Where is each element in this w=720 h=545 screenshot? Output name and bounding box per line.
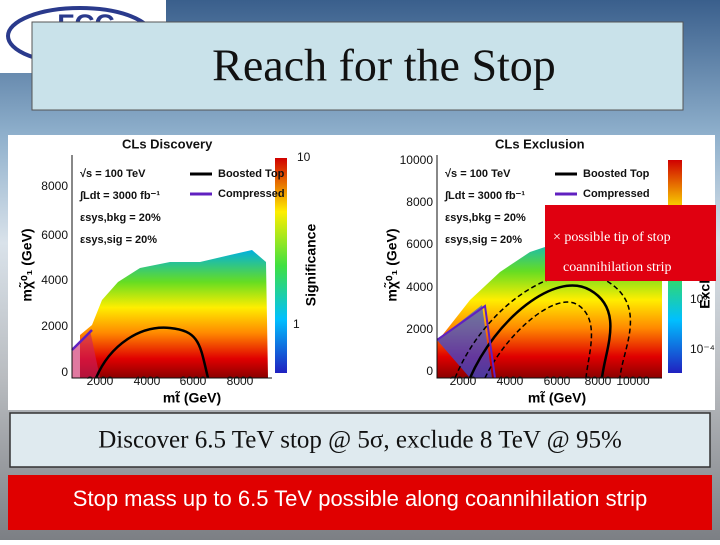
y-axis-label: mχ̃⁰₁ (GeV) (383, 228, 400, 301)
x-tick-label: 10000 (616, 374, 650, 388)
contour (436, 304, 496, 379)
contour (94, 326, 210, 379)
y-axis-label: mχ̃⁰₁ (GeV) (18, 228, 35, 301)
legend-label: Compressed (583, 188, 650, 200)
axes (71, 155, 272, 379)
y-tick-label: 2000 (406, 322, 433, 336)
x-tick-label: 4000 (497, 374, 524, 388)
banner: Stop mass up to 6.5 TeV possible along c… (73, 486, 647, 511)
plot-title: CLs Discovery (122, 136, 213, 151)
y-tick-label: 8000 (406, 195, 433, 209)
annotation: coannihilation strip (563, 260, 671, 275)
x-axis-label: mt̃ (GeV) (528, 389, 586, 405)
y-tick-label: 0 (61, 365, 68, 379)
contour (71, 329, 93, 351)
y-tick-label: 10000 (400, 153, 434, 167)
x-tick-label: 2000 (87, 374, 114, 388)
colorbar-tick-label: 1 (293, 317, 300, 331)
legend-info: √s = 100 TeV (80, 168, 146, 180)
colorbar-tick-label: 10 (297, 150, 311, 164)
summary-box (9, 412, 711, 468)
legend-label: Boosted Top (218, 168, 285, 180)
x-tick-label: 6000 (180, 374, 207, 388)
banner-box (8, 475, 712, 530)
plots: CLs Discovery √s = 100 TeV ∫Ldt = 3000 fb⁻… (18, 136, 715, 405)
colorbar-tick-label: 10³ (690, 292, 707, 306)
x-axis-label: mt̃ (GeV) (163, 389, 221, 405)
y-tick-label: 6000 (406, 237, 433, 251)
x-tick-label: 8000 (585, 374, 612, 388)
heatmap (80, 250, 268, 378)
y-tick-label: 6000 (41, 228, 68, 242)
y-tick-label: 4000 (406, 280, 433, 294)
summary: Discover 6.5 TeV stop @ 5σ, exclude 8 Te… (98, 427, 622, 454)
legend-info: ∫Ldt = 3000 fb⁻¹ (444, 190, 525, 202)
colorbar-tick-label: 10⁻⁴ (690, 342, 715, 356)
y-tick-label: 8000 (41, 179, 68, 193)
title-box (31, 21, 684, 111)
axes (436, 155, 662, 379)
legend-info: ∫Ldt = 3000 fb⁻¹ (79, 190, 160, 202)
legend-info: εsys,bkg = 20% (445, 212, 526, 224)
y-tick-label: 4000 (41, 273, 68, 287)
x-tick-label: 8000 (227, 374, 254, 388)
slide-title: Reach for the Stop (212, 40, 556, 91)
contour (484, 301, 593, 379)
y-tick-label: 2000 (41, 319, 68, 333)
contour (468, 284, 612, 379)
annotation: × possible tip of stop (553, 230, 671, 245)
colorbar (275, 158, 287, 373)
heatmap-strip (72, 330, 100, 378)
annotation-box (545, 205, 716, 281)
legend-label: Compressed (218, 188, 285, 200)
legend-info: εsys,sig = 20% (80, 234, 157, 246)
x-tick-label: 4000 (134, 374, 161, 388)
legend-info: √s = 100 TeV (445, 168, 511, 180)
legend-label: Boosted Top (583, 168, 650, 180)
plot-title: CLs Exclusion (495, 136, 585, 151)
x-tick-label: 6000 (544, 374, 571, 388)
colorbar-label: Significance (303, 224, 319, 307)
y-tick-label: 0 (426, 364, 433, 378)
legend-info: εsys,sig = 20% (445, 234, 522, 246)
legend-info: εsys,bkg = 20% (80, 212, 161, 224)
x-tick-label: 2000 (450, 374, 477, 388)
